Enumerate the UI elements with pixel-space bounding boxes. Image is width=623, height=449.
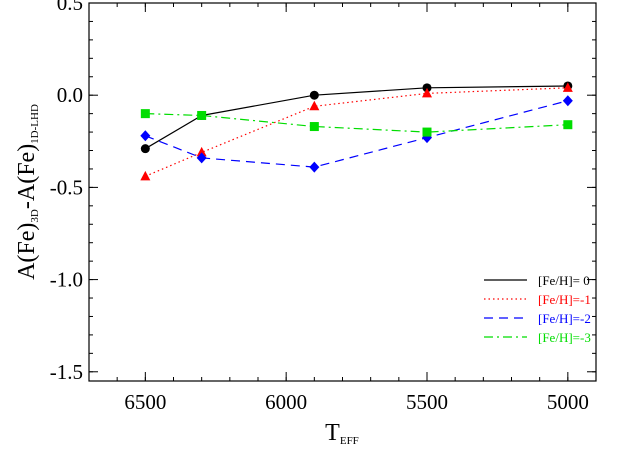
data-point-circle <box>140 144 150 154</box>
data-point-circle <box>309 90 319 100</box>
data-point-triangle <box>422 87 432 98</box>
data-point-circle <box>422 83 432 93</box>
y-tick-label: 0.5 <box>57 0 83 15</box>
y-tick-label: -0.5 <box>50 175 83 199</box>
data-point-diamond <box>140 130 151 142</box>
data-point-triangle <box>196 146 207 157</box>
data-point-square <box>563 120 573 130</box>
data-point-square <box>309 122 319 132</box>
series-line <box>145 100 568 168</box>
data-point-diamond <box>562 95 573 107</box>
series-line <box>145 113 568 133</box>
data-point-diamond <box>309 161 320 173</box>
y-tick-label: 0.0 <box>57 83 83 107</box>
plot-frame <box>88 2 597 382</box>
x-tick-label: 6000 <box>265 390 307 414</box>
series-1 <box>140 82 573 181</box>
series-3 <box>140 109 573 137</box>
x-tick-label: 5000 <box>547 390 589 414</box>
y-tick-label: -1.0 <box>50 268 83 292</box>
data-point-triangle <box>562 82 573 92</box>
series-2 <box>140 95 573 173</box>
legend-label: [Fe/H]=-1 <box>538 292 591 307</box>
data-point-triangle <box>309 100 320 111</box>
legend-label: [Fe/H]= 0 <box>538 273 590 288</box>
y-axis-label: A(Fe)3D-A(Fe)1D-LHD <box>14 104 41 280</box>
x-tick-label: 5500 <box>406 390 448 414</box>
data-point-triangle <box>140 170 151 181</box>
data-point-diamond <box>196 152 207 164</box>
axis-ticks: 0.5 0.0 -0.5 -1.0 -1.5 6500 6000 5500 5000 <box>50 0 597 414</box>
data-point-square <box>197 110 207 120</box>
y-tick-label: -1.5 <box>50 360 83 384</box>
series-line <box>144 85 568 150</box>
data-point-square <box>140 109 150 119</box>
series-group <box>140 81 573 181</box>
x-axis-label: TEFF <box>325 420 359 447</box>
data-point-square <box>422 127 432 137</box>
legend-label: [Fe/H]=-3 <box>538 330 591 345</box>
legend-label: [Fe/H]=-2 <box>538 311 591 326</box>
x-tick-label: 6500 <box>124 390 166 414</box>
series-0 <box>140 81 573 154</box>
series-line <box>145 87 568 177</box>
legend: [Fe/H]= 0 [Fe/H]=-1 [Fe/H]=-2 [Fe/H]=-3 <box>484 273 591 345</box>
